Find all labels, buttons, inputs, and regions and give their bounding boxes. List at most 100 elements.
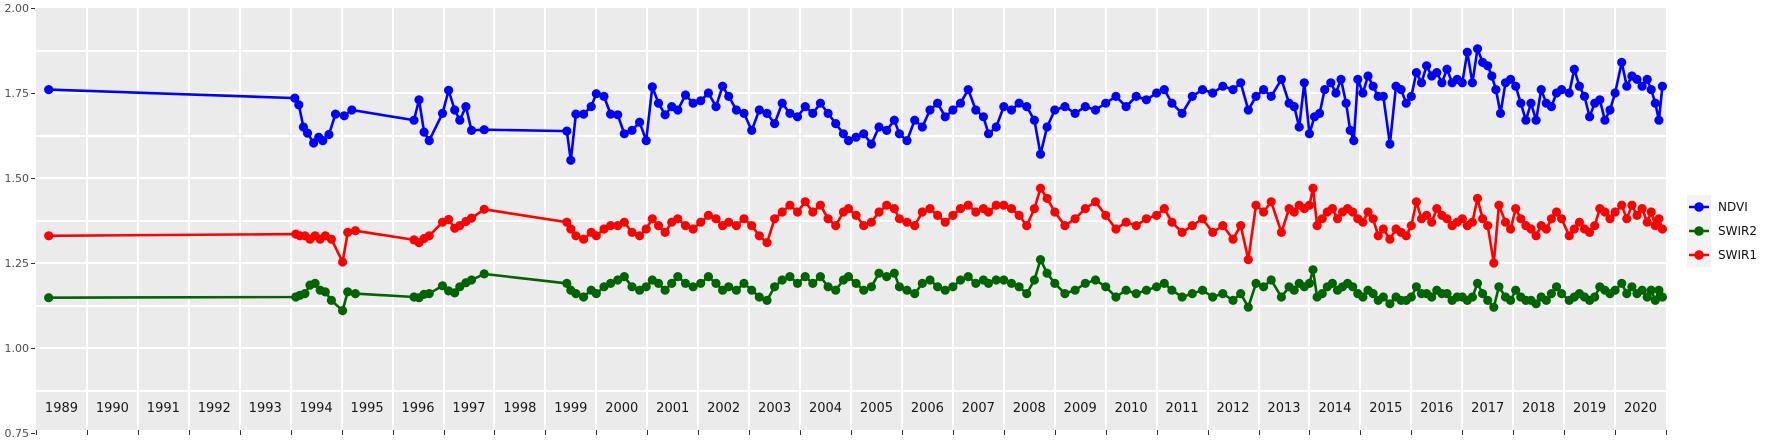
- data-point-swir2: [1358, 292, 1368, 302]
- data-point-ndvi: [948, 105, 958, 115]
- data-point-swir2: [808, 278, 818, 288]
- data-point-swir2: [1111, 292, 1121, 302]
- data-point-ndvi: [703, 88, 714, 98]
- data-point-ndvi: [1218, 81, 1228, 91]
- data-point-ndvi: [627, 125, 637, 135]
- data-point-swir1: [1042, 193, 1052, 203]
- facet-year-label: 2005: [859, 401, 894, 416]
- x-axis-tick-mark: [443, 430, 445, 435]
- data-point-swir2: [1467, 292, 1477, 302]
- data-point-ndvi: [731, 105, 742, 115]
- x-axis-tick-mark: [1360, 430, 1362, 435]
- data-point-swir2: [1090, 275, 1101, 285]
- data-point-swir1: [823, 214, 833, 224]
- data-point-swir1: [1585, 227, 1595, 237]
- data-point-ndvi: [339, 111, 349, 121]
- data-point-swir1: [627, 227, 637, 237]
- data-point-swir1: [785, 200, 795, 210]
- facet-year-label: 2006: [910, 401, 944, 416]
- data-point-ndvi: [859, 129, 869, 139]
- facet-year-label: 2000: [605, 401, 639, 416]
- data-point-ndvi: [1457, 78, 1467, 88]
- data-point-ndvi: [762, 108, 772, 118]
- data-point-swir1: [647, 214, 657, 224]
- data-point-ndvi: [1617, 57, 1627, 67]
- data-point-ndvi: [1396, 85, 1406, 95]
- data-point-swir2: [1101, 282, 1111, 292]
- data-point-swir1: [894, 214, 905, 224]
- data-point-swir2: [1029, 275, 1039, 285]
- data-point-swir1: [1080, 204, 1090, 214]
- y-axis-tick-label: 0.75: [4, 426, 30, 440]
- data-point-ndvi: [1401, 98, 1411, 108]
- data-point-ndvi: [1531, 115, 1541, 125]
- data-point-ndvi: [1208, 88, 1218, 98]
- data-point-swir2: [1642, 292, 1652, 302]
- data-point-ndvi: [1654, 115, 1664, 125]
- data-point-swir2: [1637, 285, 1647, 295]
- data-point-swir1: [444, 214, 454, 225]
- data-point-ndvi: [1411, 68, 1421, 78]
- data-point-swir1: [338, 257, 348, 267]
- data-point-swir1: [1657, 224, 1667, 234]
- data-point-swir1: [680, 221, 691, 231]
- data-point-swir2: [889, 268, 899, 278]
- data-point-ndvi: [1080, 102, 1090, 112]
- data-point-swir1: [1014, 210, 1024, 220]
- data-point-ndvi: [318, 136, 328, 146]
- data-point-ndvi: [479, 125, 489, 135]
- data-point-swir1: [1218, 221, 1228, 231]
- facet-year-label: 2009: [1063, 401, 1097, 416]
- facet-boundary-line: [595, 8, 598, 430]
- data-point-ndvi: [1197, 85, 1208, 95]
- data-point-ndvi: [647, 82, 657, 92]
- data-point-swir2: [1251, 278, 1261, 288]
- data-point-swir1: [770, 214, 780, 224]
- data-point-ndvi: [1406, 91, 1416, 101]
- data-point-swir1: [971, 207, 981, 217]
- data-point-ndvi: [1605, 105, 1615, 115]
- data-point-ndvi: [1472, 44, 1483, 54]
- data-point-ndvi: [1101, 98, 1111, 108]
- data-point-swir2: [703, 272, 714, 282]
- facet-boundary-line: [1053, 8, 1056, 430]
- data-point-swir2: [44, 293, 54, 303]
- data-point-ndvi: [1060, 102, 1070, 112]
- x-axis-tick-mark: [494, 430, 496, 435]
- data-point-swir1: [1500, 217, 1511, 227]
- data-point-swir2: [1070, 285, 1080, 295]
- facet-year-label: 1992: [197, 401, 231, 416]
- data-point-ndvi: [586, 102, 596, 112]
- data-point-swir2: [466, 275, 477, 285]
- data-point-ndvi: [894, 129, 905, 139]
- data-point-swir2: [326, 295, 336, 305]
- data-point-swir1: [1101, 210, 1111, 220]
- data-point-ndvi: [1187, 91, 1197, 101]
- data-point-ndvi: [882, 125, 892, 135]
- data-point-swir2: [696, 278, 706, 288]
- data-point-ndvi: [461, 102, 471, 112]
- facet-boundary-line: [850, 8, 852, 430]
- data-point-swir1: [983, 207, 994, 217]
- data-point-swir1: [326, 234, 336, 244]
- data-point-ndvi: [1131, 91, 1141, 101]
- data-point-ndvi: [562, 126, 572, 136]
- data-point-swir2: [660, 285, 670, 295]
- data-point-swir2: [641, 282, 651, 292]
- data-point-swir1: [653, 221, 664, 231]
- data-point-ndvi: [599, 91, 609, 101]
- data-point-swir1: [1622, 214, 1632, 224]
- data-point-swir1: [1650, 221, 1660, 231]
- data-point-ndvi: [971, 105, 981, 115]
- data-point-ndvi: [808, 108, 818, 118]
- data-point-swir2: [800, 272, 810, 282]
- y-axis-tick-mark: [31, 348, 35, 349]
- data-point-swir2: [1197, 285, 1208, 295]
- data-point-swir1: [1617, 200, 1627, 210]
- data-point-ndvi: [1637, 81, 1647, 91]
- data-point-swir2: [479, 269, 489, 279]
- data-point-ndvi: [917, 122, 927, 132]
- data-point-ndvi: [330, 109, 341, 119]
- data-point-swir1: [1489, 258, 1499, 268]
